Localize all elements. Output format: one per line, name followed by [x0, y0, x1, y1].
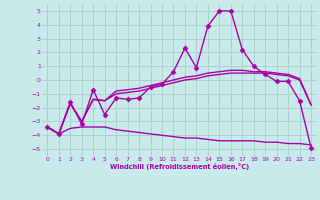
X-axis label: Windchill (Refroidissement éolien,°C): Windchill (Refroidissement éolien,°C): [109, 163, 249, 170]
